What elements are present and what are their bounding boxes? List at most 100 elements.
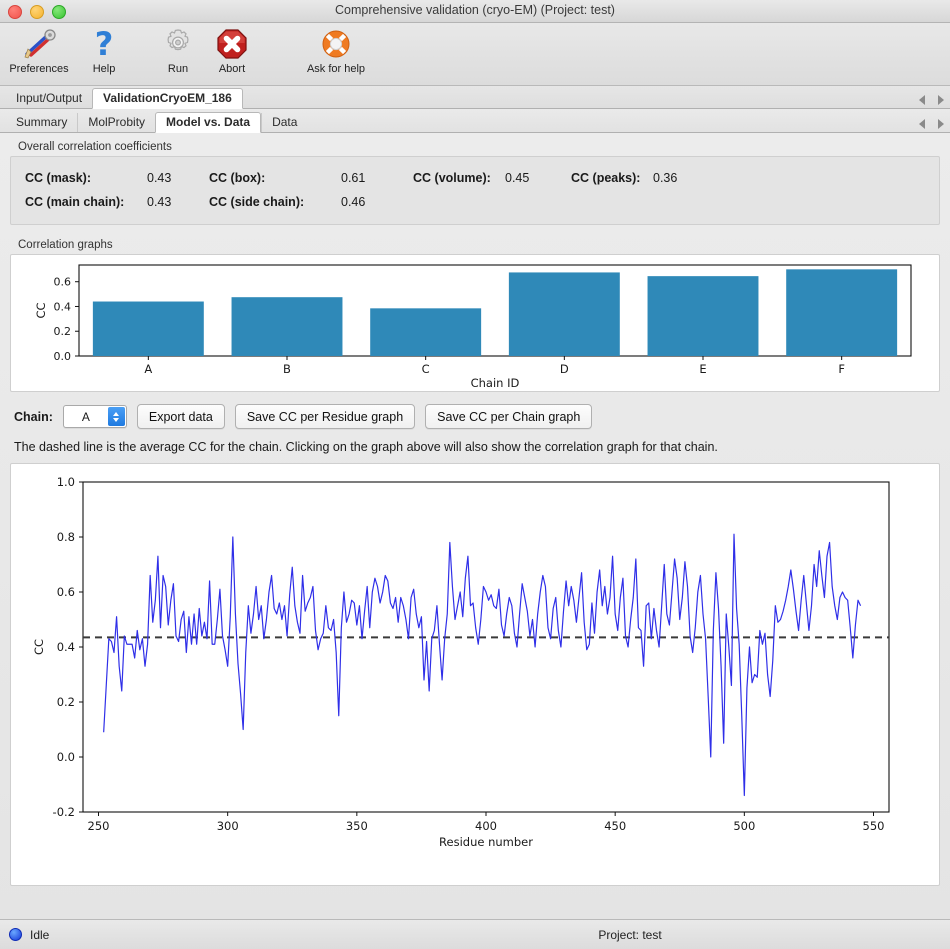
toolbar-button-help[interactable]: ? Help [78, 26, 130, 75]
scroll-left-icon[interactable] [919, 119, 925, 129]
tab-molprobity[interactable]: MolProbity [77, 113, 155, 132]
primary-tab-bar: Input/Output ValidationCryoEM_186 [0, 86, 950, 109]
cc-mask-label: CC (mask): [25, 171, 91, 185]
svg-text:D: D [560, 362, 569, 376]
tab-model-vs-data[interactable]: Model vs. Data [155, 112, 262, 133]
svg-text:300: 300 [217, 819, 239, 833]
toolbar-button-ask-for-help[interactable]: Ask for help [288, 26, 384, 75]
toolbar-button-preferences[interactable]: Preferences [0, 26, 78, 75]
toolbar-label-abort: Abort [218, 63, 246, 75]
lifering-icon [319, 26, 353, 62]
svg-text:0.4: 0.4 [54, 300, 72, 313]
svg-text:0.0: 0.0 [57, 750, 75, 764]
svg-text:CC: CC [34, 302, 48, 318]
tab-data[interactable]: Data [261, 113, 307, 132]
window-title: Comprehensive validation (cryo-EM) (Proj… [335, 3, 615, 17]
status-state-label: Idle [30, 927, 50, 942]
svg-text:C: C [422, 362, 430, 376]
cc-row-1: CC (mask): 0.43 CC (box): 0.61 CC (volum… [25, 166, 925, 190]
graph-hint-text: The dashed line is the average CC for th… [14, 440, 718, 454]
svg-text:B: B [283, 362, 291, 376]
toolbar-button-abort[interactable]: Abort [204, 26, 260, 75]
cc-volume-value: 0.45 [505, 171, 530, 185]
svg-text:350: 350 [346, 819, 368, 833]
chain-select[interactable]: A [62, 405, 127, 428]
help-icon: ? [89, 26, 119, 62]
svg-text:Chain ID: Chain ID [471, 376, 520, 389]
toolbar-label-help: Help [92, 63, 116, 75]
save-cc-per-chain-graph-button[interactable]: Save CC per Chain graph [425, 404, 593, 429]
toolbar-label-run: Run [167, 63, 189, 75]
export-data-button[interactable]: Export data [136, 404, 225, 429]
cc-main-chain-value: 0.43 [147, 195, 172, 209]
svg-text:-0.2: -0.2 [53, 805, 75, 819]
svg-text:500: 500 [733, 819, 755, 833]
cc-per-chain-svg: 0.0 0.2 0.4 0.6 A B C D E F Chain ID CC [34, 264, 912, 389]
tab-validationcryoem-186[interactable]: ValidationCryoEM_186 [92, 88, 243, 109]
svg-text:400: 400 [475, 819, 497, 833]
secondary-tab-nav [919, 119, 944, 129]
cc-peaks-value: 0.36 [653, 171, 678, 185]
svg-text:550: 550 [863, 819, 885, 833]
scroll-right-icon[interactable] [938, 119, 944, 129]
run-gear-icon [161, 26, 195, 62]
svg-text:0.6: 0.6 [57, 585, 75, 599]
svg-text:Residue number: Residue number [439, 835, 533, 849]
preferences-icon [19, 26, 59, 62]
tab-summary[interactable]: Summary [16, 115, 68, 129]
toolbar-label-ask-for-help: Ask for help [306, 63, 366, 75]
svg-text:0.4: 0.4 [57, 640, 75, 654]
status-project-label: Project: test [598, 927, 662, 942]
svg-text:450: 450 [604, 819, 626, 833]
correlation-graphs-group-label: Correlation graphs [18, 239, 113, 251]
scroll-right-icon[interactable] [938, 95, 944, 105]
save-cc-per-residue-graph-button[interactable]: Save CC per Residue graph [234, 404, 416, 429]
toolbar: Preferences ? Help Run [0, 23, 950, 86]
toolbar-button-run[interactable]: Run [152, 26, 204, 75]
zoom-button[interactable] [52, 5, 66, 19]
chain-controls: Chain: A Export data Save CC per Residue… [14, 404, 940, 429]
chain-label: Chain: [14, 409, 53, 424]
cc-mask-value: 0.43 [147, 171, 172, 185]
overall-cc-panel: CC (mask): 0.43 CC (box): 0.61 CC (volum… [10, 156, 940, 225]
window-controls [8, 5, 66, 19]
svg-text:?: ? [95, 27, 114, 61]
minimize-button[interactable] [30, 5, 44, 19]
svg-text:0.6: 0.6 [54, 276, 72, 289]
title-bar: Comprehensive validation (cryo-EM) (Proj… [0, 0, 950, 23]
toolbar-label-preferences: Preferences [9, 63, 69, 75]
svg-text:250: 250 [88, 819, 110, 833]
status-indicator-icon [9, 928, 22, 941]
secondary-tab-bar: Summary MolProbity Model vs. Data Data [0, 109, 950, 133]
cc-volume-label: CC (volume): [413, 171, 491, 185]
tab-input-output[interactable]: Input/Output [16, 91, 83, 105]
cc-per-chain-chart[interactable]: 0.0 0.2 0.4 0.6 A B C D E F Chain ID CC [10, 254, 940, 392]
cc-per-residue-svg: -0.2 0.0 0.2 0.4 0.6 0.8 1.0 250 300 350 400 450 500… [32, 475, 890, 849]
svg-text:E: E [699, 362, 706, 376]
svg-text:F: F [838, 362, 845, 376]
overall-cc-group-label: Overall correlation coefficients [18, 141, 172, 153]
svg-text:0.2: 0.2 [57, 695, 75, 709]
svg-text:1.0: 1.0 [57, 475, 75, 489]
status-bar: Idle Project: test [0, 919, 950, 949]
svg-text:0.2: 0.2 [54, 325, 72, 338]
cc-main-chain-label: CC (main chain): [25, 195, 125, 209]
svg-text:0.8: 0.8 [57, 530, 75, 544]
abort-stop-icon [215, 26, 249, 62]
close-button[interactable] [8, 5, 22, 19]
chain-select-value: A [81, 409, 90, 424]
chain-stepper-icon[interactable] [107, 407, 125, 426]
cc-box-value: 0.61 [341, 171, 366, 185]
cc-row-2: CC (main chain): 0.43 CC (side chain): 0… [25, 190, 925, 214]
cc-per-residue-chart[interactable]: -0.2 0.0 0.2 0.4 0.6 0.8 1.0 250 300 350 400 450 500… [10, 463, 940, 886]
svg-text:CC: CC [32, 639, 46, 655]
cc-side-chain-label: CC (side chain): [209, 195, 305, 209]
scroll-left-icon[interactable] [919, 95, 925, 105]
svg-text:A: A [144, 362, 152, 376]
main-content: Overall correlation coefficients CC (mas… [0, 133, 950, 919]
cc-box-label: CC (box): [209, 171, 266, 185]
primary-tab-nav [919, 95, 944, 105]
cc-peaks-label: CC (peaks): [571, 171, 641, 185]
cc-side-chain-value: 0.46 [341, 195, 366, 209]
